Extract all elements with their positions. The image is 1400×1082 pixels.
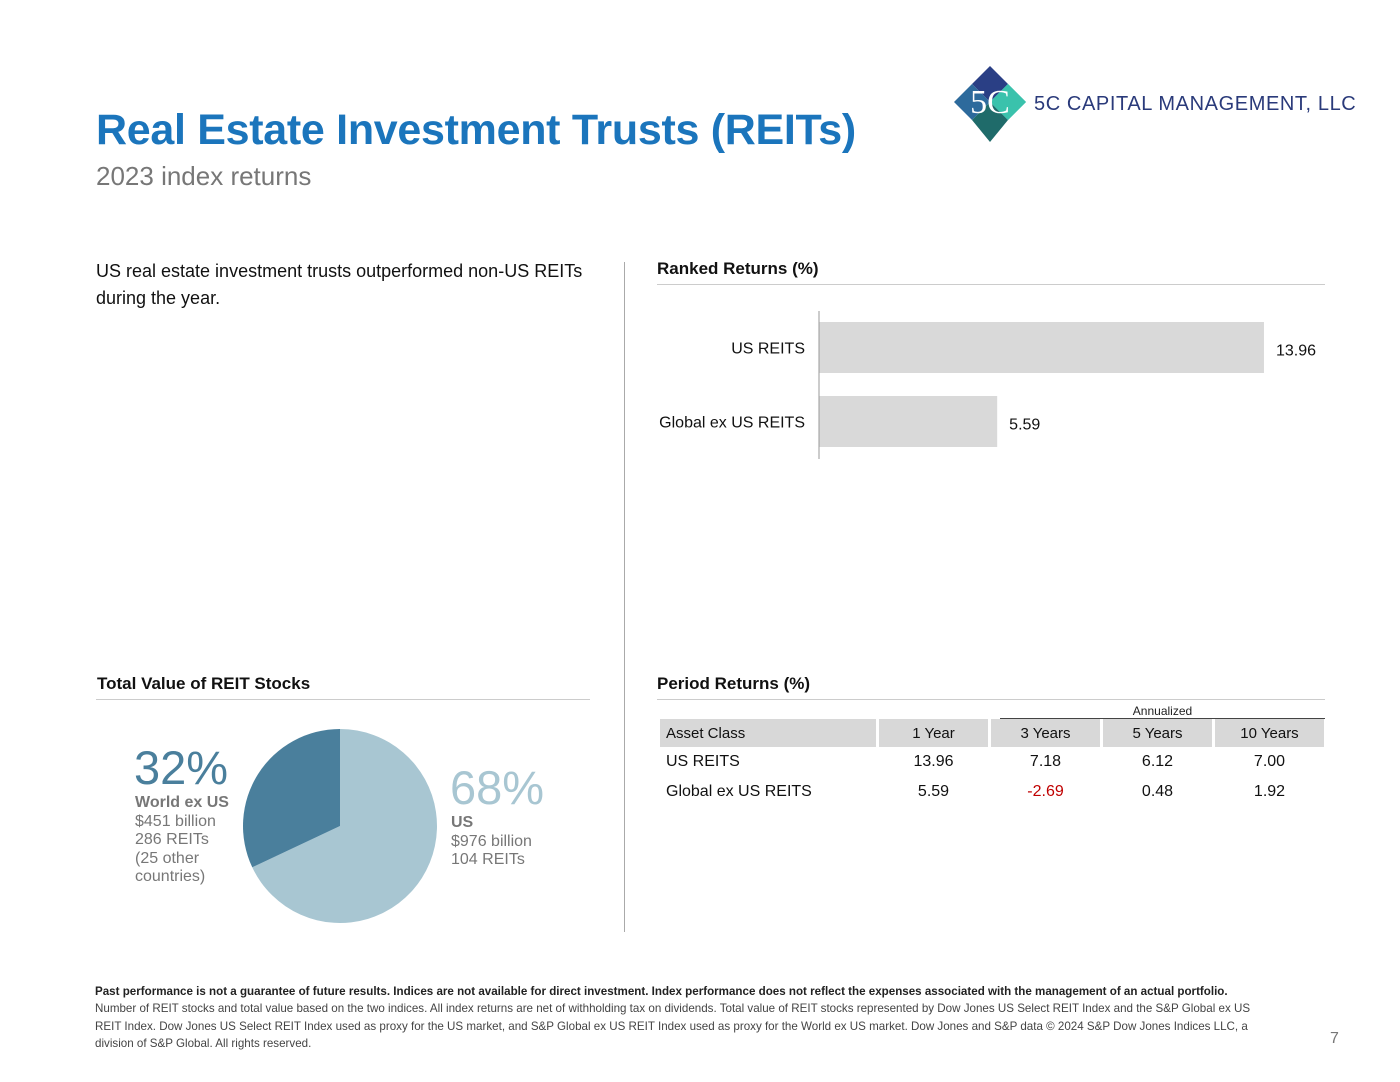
- cell-5-years: 0.48: [1141, 783, 1174, 800]
- world-ex-us-label: World ex US: [135, 794, 229, 811]
- page-title: Real Estate Investment Trusts (REITs): [96, 106, 856, 154]
- us-value: $976 billion: [451, 832, 532, 850]
- intro-text: US real estate investment trusts outperf…: [96, 261, 583, 308]
- category-label-1: Global ex US REITS: [659, 415, 805, 432]
- bar-1: [819, 396, 998, 447]
- col-5-years: 5 Years: [1103, 719, 1212, 747]
- period-returns-table: Asset Class 1 Year 3 Years 5 Years 10 Ye…: [657, 719, 1327, 807]
- world-ex-us-percent: 32%: [134, 741, 229, 794]
- table-row: Global ex US REITS 5.59 -2.69 0.48 1.92: [660, 777, 1324, 807]
- cell-asset: US REITS: [666, 753, 740, 770]
- company-logo: 5C: [954, 66, 1026, 142]
- col-asset-class: Asset Class: [660, 719, 876, 747]
- us-count: 104 REITs: [451, 851, 525, 868]
- ranked-returns-chart: US REITS 13.96 Global ex US REITS 5.59: [659, 311, 1316, 459]
- ranked-returns-rule: [657, 284, 1325, 285]
- us-percent: 68%: [450, 761, 545, 814]
- pie-slice-world-ex-us: [242, 729, 340, 868]
- us-details: US $976 billion 104 REITs: [451, 814, 532, 870]
- world-ex-us-details: World ex US $451 billion 286 REITs (25 o…: [135, 794, 229, 887]
- logo-monogram: 5C: [970, 84, 1010, 121]
- world-ex-us-count: 286 REITs: [135, 831, 209, 848]
- total-value-title: Total Value of REIT Stocks: [97, 674, 311, 693]
- cell-3-years: 7.18: [1029, 753, 1062, 770]
- category-label-0: US REITS: [731, 341, 805, 358]
- pie-slice-us: [252, 729, 437, 923]
- cell-asset: Global ex US REITS: [666, 783, 812, 800]
- cell-1-year: 13.96: [913, 753, 954, 770]
- cell-5-years: 6.12: [1141, 753, 1174, 770]
- page-subtitle: 2023 index returns: [96, 161, 312, 191]
- disclaimer-bold: Past performance is not a guarantee of f…: [95, 985, 1228, 998]
- world-ex-us-note-2: countries): [135, 868, 206, 885]
- ranked-returns-title: Ranked Returns (%): [657, 259, 819, 278]
- cell-10-years: 1.92: [1253, 783, 1286, 800]
- value-label-1: 5.59: [1009, 417, 1040, 434]
- page-number: 7: [1330, 1030, 1339, 1047]
- annualized-rule: [1000, 718, 1325, 719]
- cell-10-years: 7.00: [1253, 753, 1286, 770]
- vertical-divider: [624, 262, 625, 932]
- world-ex-us-value: $451 billion: [135, 812, 216, 830]
- cell-3-years: -2.69: [1027, 783, 1064, 800]
- disclaimer-body: Number of REIT stocks and total value ba…: [95, 1002, 1251, 1050]
- period-returns-rule: [657, 699, 1325, 700]
- col-3-years: 3 Years: [991, 719, 1100, 747]
- world-ex-us-note-1: (25 other: [135, 849, 200, 867]
- cell-1-year: 5.59: [917, 783, 950, 800]
- table-header-row: Asset Class 1 Year 3 Years 5 Years 10 Ye…: [660, 719, 1324, 747]
- us-label: US: [451, 814, 474, 831]
- col-1-year: 1 Year: [879, 719, 988, 747]
- total-value-rule: [96, 699, 590, 700]
- col-10-years: 10 Years: [1215, 719, 1324, 747]
- reit-value-pie-chart: [242, 729, 437, 923]
- table-row: US REITS 13.96 7.18 6.12 7.00: [660, 747, 1324, 777]
- period-returns-title: Period Returns (%): [657, 674, 811, 693]
- annualized-label: Annualized: [1132, 704, 1193, 718]
- bar-0: [819, 322, 1264, 373]
- disclaimer: Past performance is not a guarantee of f…: [95, 983, 1265, 1052]
- value-label-0: 13.96: [1276, 343, 1316, 360]
- company-name: 5C CAPITAL MANAGEMENT, LLC: [1034, 93, 1357, 115]
